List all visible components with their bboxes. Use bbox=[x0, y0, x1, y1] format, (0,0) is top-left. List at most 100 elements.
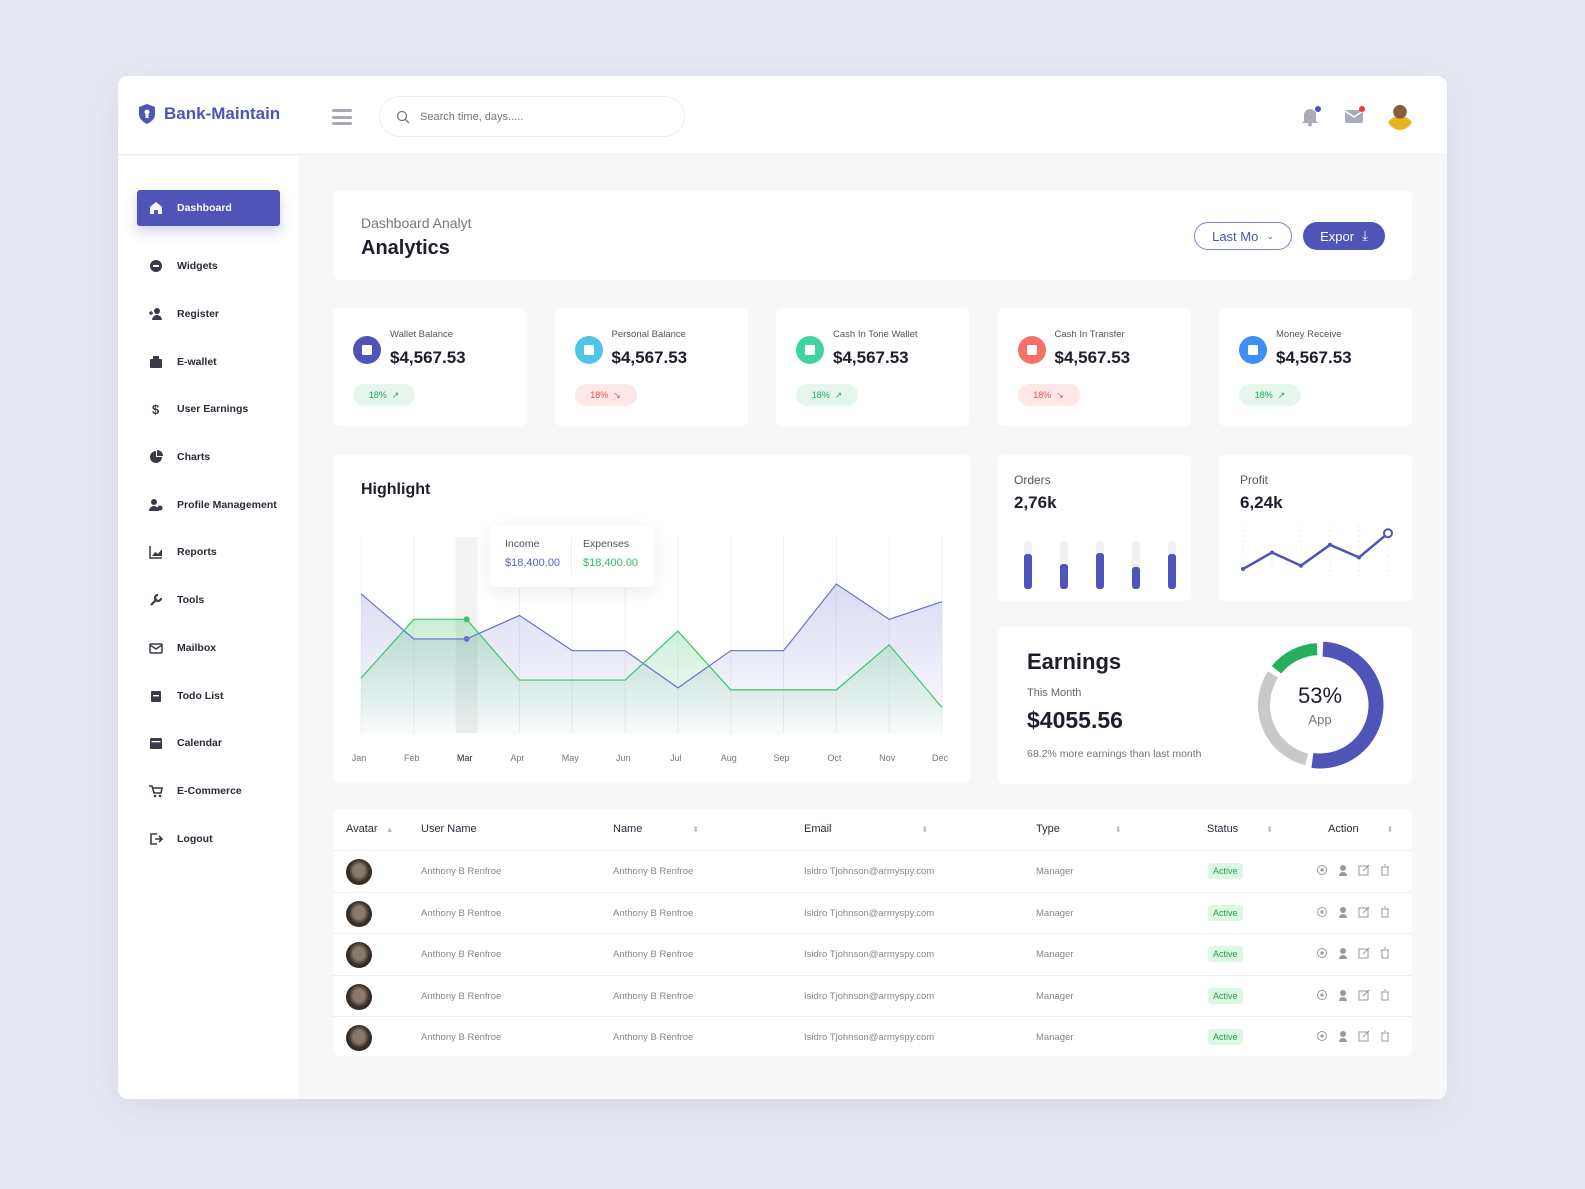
edit-icon[interactable] bbox=[1358, 864, 1370, 876]
cell-type: Manager bbox=[1036, 1032, 1074, 1043]
mail-icon[interactable] bbox=[1343, 105, 1365, 127]
delete-icon[interactable] bbox=[1379, 864, 1391, 876]
bar bbox=[1168, 553, 1176, 589]
menu-toggle-icon[interactable] bbox=[332, 109, 352, 125]
cell-name: Anthony B Renfroe bbox=[613, 907, 694, 919]
column-header-avatar[interactable]: Avatar ▲ bbox=[346, 823, 394, 835]
column-header-type[interactable]: Type ⬍ bbox=[1036, 823, 1122, 835]
sort-icon[interactable]: ⬍ bbox=[1386, 824, 1394, 834]
profit-label: Profit bbox=[1240, 473, 1269, 487]
search-input[interactable] bbox=[420, 110, 660, 123]
logo[interactable]: Bank-Maintain bbox=[138, 104, 280, 124]
x-tick-label: Nov bbox=[879, 753, 896, 763]
avatar bbox=[346, 942, 372, 968]
sidebar-item-profile-management[interactable]: Profile Management bbox=[137, 487, 280, 523]
user-icon[interactable] bbox=[1337, 906, 1349, 918]
cell-name: Anthony B Renfroe bbox=[613, 949, 694, 960]
stat-change: 18% bbox=[1033, 390, 1052, 400]
table-row[interactable]: Anthony B Renfroe Anthony B Renfroe Isid… bbox=[333, 1016, 1412, 1057]
cell-type: Manager bbox=[1036, 866, 1074, 877]
edit-icon[interactable] bbox=[1358, 906, 1370, 918]
sort-icon[interactable]: ⬍ bbox=[1114, 824, 1122, 834]
x-tick-label: Feb bbox=[404, 753, 420, 763]
user-icon[interactable] bbox=[1337, 989, 1349, 1001]
view-icon[interactable] bbox=[1316, 989, 1328, 1001]
table-row[interactable]: Anthony B Renfroe Anthony B Renfroe Isid… bbox=[333, 891, 1412, 933]
sidebar-item-label: E-Commerce bbox=[177, 785, 242, 797]
sidebar-item-label: Dashboard bbox=[177, 202, 232, 214]
delete-icon[interactable] bbox=[1379, 989, 1391, 1001]
sidebar-item-e-commerce[interactable]: E-Commerce bbox=[137, 773, 280, 809]
column-header-label: Email bbox=[804, 823, 832, 835]
sidebar-item-widgets[interactable]: Widgets bbox=[137, 248, 280, 284]
table-row[interactable]: Anthony B Renfroe Anthony B Renfroe Isid… bbox=[333, 850, 1412, 891]
highlight-card: Highlight Jan Feb Mar Apr May Jun Jul Aug Sep Oct… bbox=[333, 455, 970, 782]
stat-icon bbox=[353, 336, 381, 364]
x-tick-label: Oct bbox=[827, 753, 842, 763]
sidebar-item-logout[interactable]: Logout bbox=[137, 821, 280, 857]
sidebar-item-dashboard[interactable]: Dashboard bbox=[137, 190, 280, 226]
column-header-status[interactable]: Status ⬍ bbox=[1207, 823, 1273, 835]
delete-icon[interactable] bbox=[1379, 1030, 1391, 1042]
cell-username: Anthony B Renfroe bbox=[421, 990, 502, 1002]
sidebar-item-todo-list[interactable]: Todo List bbox=[137, 678, 280, 714]
series-area-expenses bbox=[361, 619, 942, 733]
column-header-action[interactable]: Action ⬍ bbox=[1328, 823, 1393, 835]
sidebar-item-user-earnings[interactable]: $ User Earnings bbox=[137, 391, 280, 427]
mail-icon bbox=[149, 643, 163, 654]
sidebar-item-reports[interactable]: Reports bbox=[137, 534, 280, 570]
view-icon[interactable] bbox=[1316, 906, 1328, 918]
column-header-name[interactable]: Name ⬍ bbox=[613, 823, 699, 835]
avatar bbox=[346, 983, 372, 1010]
period-dropdown[interactable]: Last Mo ⌄ bbox=[1194, 222, 1292, 250]
table-row[interactable]: Anthony B Renfroe Anthony B Renfroe Isid… bbox=[333, 933, 1412, 974]
edit-icon[interactable] bbox=[1358, 989, 1370, 1001]
view-icon[interactable] bbox=[1316, 947, 1328, 959]
cell-username: Anthony B Renfroe bbox=[421, 949, 502, 960]
avatar bbox=[346, 900, 372, 927]
widgets-icon bbox=[150, 260, 162, 272]
sidebar-item-calendar[interactable]: Calendar bbox=[137, 725, 280, 761]
profit-point bbox=[1383, 528, 1393, 539]
notification-bell-icon[interactable] bbox=[1299, 105, 1321, 127]
column-header-email[interactable]: Email ⬍ bbox=[804, 823, 928, 835]
x-tick-label: May bbox=[562, 753, 580, 763]
highlight-title: Highlight bbox=[361, 481, 431, 498]
sidebar-item-mailbox[interactable]: Mailbox bbox=[137, 630, 280, 666]
sort-asc-icon[interactable]: ▲ bbox=[385, 824, 394, 834]
edit-icon[interactable] bbox=[1358, 947, 1370, 959]
sidebar-item-tools[interactable]: Tools bbox=[137, 582, 280, 618]
sort-icon[interactable]: ⬍ bbox=[921, 824, 929, 834]
edit-icon[interactable] bbox=[1358, 1030, 1370, 1042]
view-icon[interactable] bbox=[1316, 1030, 1328, 1042]
table-row[interactable]: Anthony B Renfroe Anthony B Renfroe Isid… bbox=[333, 974, 1412, 1016]
sort-icon[interactable]: ⬍ bbox=[1266, 824, 1273, 834]
sidebar-item-e-wallet[interactable]: E-wallet bbox=[137, 344, 280, 380]
sort-icon[interactable]: ⬍ bbox=[692, 824, 700, 834]
chart-tooltip: Income $18,400.00 Expenses $18,400.00 bbox=[490, 525, 654, 587]
sidebar-item-register[interactable]: Register bbox=[137, 296, 280, 332]
page-header-card: Dashboard Analyt Analytics Last Mo ⌄ Expo… bbox=[333, 191, 1412, 280]
stat-card: Cash In Tone Wallet $4,567.53 18% ↗ bbox=[776, 308, 969, 426]
delete-icon[interactable] bbox=[1379, 947, 1391, 959]
sidebar-item-charts[interactable]: Charts bbox=[137, 439, 280, 475]
bar bbox=[1060, 564, 1068, 589]
view-icon[interactable] bbox=[1316, 864, 1328, 876]
svg-text:$: $ bbox=[152, 402, 160, 416]
delete-icon[interactable] bbox=[1379, 906, 1391, 918]
highlight-chart[interactable]: Jan Feb Mar Apr May Jun Jul Aug Sep Oct Nov Dec bbox=[333, 455, 970, 782]
data-point[interactable] bbox=[463, 616, 470, 623]
search-box[interactable] bbox=[379, 96, 685, 137]
stat-change-badge: 18% ↗ bbox=[1239, 384, 1301, 406]
stat-label: Money Receive bbox=[1276, 329, 1342, 340]
user-icon[interactable] bbox=[1337, 1030, 1349, 1042]
data-point[interactable] bbox=[463, 635, 470, 642]
export-button[interactable]: Expor ⤓ bbox=[1303, 222, 1385, 250]
column-header-user-name[interactable]: User Name bbox=[421, 823, 477, 835]
user-icon[interactable] bbox=[1337, 864, 1349, 876]
status-badge: Active bbox=[1208, 904, 1243, 921]
orders-chart bbox=[1024, 541, 1176, 589]
column-header-label: Status bbox=[1207, 823, 1239, 835]
user-icon[interactable] bbox=[1337, 947, 1349, 959]
user-avatar[interactable] bbox=[1387, 102, 1413, 130]
